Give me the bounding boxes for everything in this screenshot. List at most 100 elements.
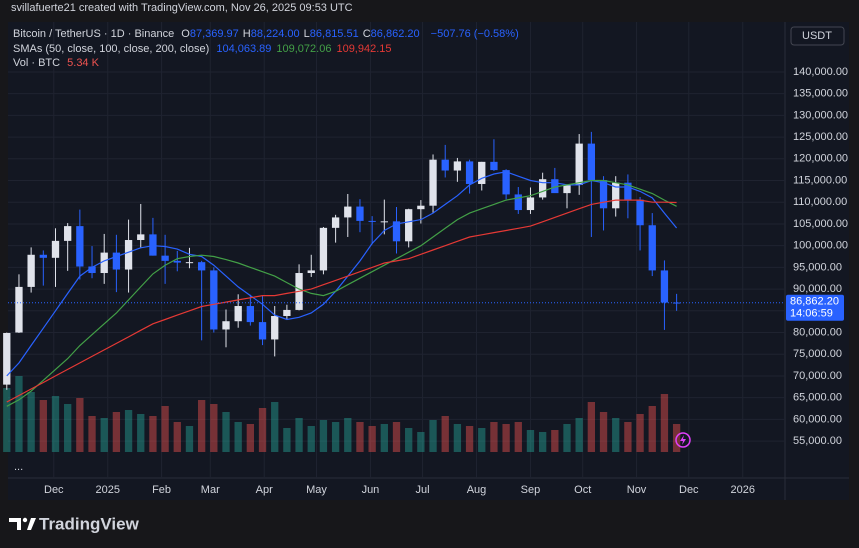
x-tick-label: May	[306, 484, 327, 496]
volume-line: Vol · BTC 5.34 K	[13, 57, 103, 69]
sma-line	[6, 199, 677, 403]
candle-body	[672, 302, 681, 304]
price-tag-countdown: 14:06:59	[790, 308, 833, 320]
candle-body	[271, 316, 279, 340]
candle-body	[234, 306, 242, 322]
volume-bar	[344, 418, 352, 452]
ohlc-key: C	[362, 28, 371, 40]
y-tick-label: 60,000.00	[793, 413, 842, 425]
volume-bar	[563, 424, 571, 452]
y-tick-label: 105,000.00	[793, 218, 848, 230]
candle-body	[27, 254, 35, 287]
candle-body	[441, 159, 449, 171]
sma-value: 104,063.89	[216, 43, 272, 55]
candle-body	[210, 270, 218, 330]
ohlc-value: 88,224.00	[250, 28, 300, 40]
logo-icon	[9, 517, 36, 530]
x-tick-label: 2026	[730, 484, 754, 496]
candle-body	[15, 286, 23, 333]
currency-box[interactable]	[790, 26, 845, 46]
volume-bar	[137, 414, 145, 452]
volume-bar	[319, 420, 328, 452]
x-tick-label: Mar	[201, 484, 220, 496]
volume-bar	[538, 432, 547, 452]
volume-bar	[648, 406, 656, 452]
candle-body	[575, 143, 583, 185]
collapse[interactable]: ...	[14, 461, 23, 473]
candle-body	[76, 226, 84, 267]
candle-body	[124, 240, 133, 270]
y-tick-label: 135,000.00	[793, 88, 848, 100]
volume-bar	[380, 424, 388, 452]
sma-value: 109,072.06	[276, 43, 332, 55]
y-tick-label: 70,000.00	[793, 370, 842, 382]
chart-pane	[8, 22, 849, 500]
volume-bar	[210, 404, 218, 452]
volume-bar	[405, 428, 413, 452]
y-tick-label: 75,000.00	[793, 348, 842, 360]
candle-body	[161, 255, 169, 261]
volume-bar	[234, 422, 242, 452]
candle-body	[283, 309, 291, 317]
candle-body	[551, 179, 559, 194]
candle-body	[599, 180, 608, 209]
x-tick-label: Dec	[679, 484, 699, 496]
sma-line	[6, 179, 677, 407]
volume-bar	[624, 422, 632, 452]
flash-icon[interactable]	[675, 432, 691, 448]
y-tick-label: 90,000.00	[793, 283, 842, 295]
volume-label: Vol · BTC	[13, 57, 61, 69]
y-tick-label: 130,000.00	[793, 109, 848, 121]
volume-bar	[514, 422, 522, 452]
candle-body	[636, 199, 644, 226]
axes: 55,000.00 60,000.00 65,000.00 70,000.00 75,0…	[44, 66, 848, 496]
x-tick-label: Nov	[627, 484, 647, 496]
volume-bar	[587, 402, 596, 452]
volume-bar	[197, 400, 206, 452]
price-tag	[786, 294, 844, 321]
volume-bar	[39, 400, 47, 452]
candle-body	[417, 205, 425, 210]
ohlc-values: O87,369.97 H88,224.00 L86,815.51 C86,862.20	[181, 28, 423, 40]
candle-body	[490, 161, 498, 171]
candle-body	[514, 194, 522, 211]
x-tick-label: Apr	[256, 484, 273, 496]
symbol: Bitcoin / TetherUS · 1D · Binance	[13, 28, 175, 40]
ohlc-value: 86,862.20	[370, 28, 420, 40]
candle-body	[478, 161, 486, 184]
candle-body	[100, 252, 108, 274]
candle-body	[331, 217, 340, 228]
volume-bar	[185, 426, 194, 452]
candle-body	[380, 221, 388, 223]
volume-bar	[660, 394, 669, 452]
volume-bar	[271, 402, 279, 452]
volume-bar	[222, 412, 230, 452]
x-tick-label: Dec	[44, 484, 64, 496]
volume-bar	[441, 416, 449, 452]
volume-bar	[173, 422, 181, 452]
logo-text: TradingView	[39, 514, 140, 533]
volume-pane	[3, 376, 681, 452]
volume-bar	[356, 422, 364, 452]
x-tick-label: Jun	[362, 484, 380, 496]
volume-bar	[88, 416, 96, 452]
credit: svillafuerte21 created with TradingView.…	[11, 2, 353, 14]
candle-body	[526, 197, 535, 211]
logo-shape	[27, 518, 36, 530]
volume-bar	[526, 430, 535, 452]
price-tag-label: 86,862.20	[790, 296, 839, 308]
currency[interactable]: USDT	[802, 30, 832, 42]
change: −507.76 (−0.58%)	[430, 28, 519, 40]
y-tick-label: 80,000.00	[793, 326, 842, 338]
sma-value: 109,942.15	[336, 43, 392, 55]
volume-bar	[392, 422, 401, 452]
candle-body	[344, 206, 352, 218]
candle-body	[222, 321, 230, 330]
volume-bar	[161, 406, 169, 452]
candle-body	[137, 234, 145, 241]
volume-bar	[599, 412, 608, 452]
ohlc-value: 87,369.97	[189, 28, 239, 40]
y-tick-label: 65,000.00	[793, 392, 842, 404]
volume-bar	[417, 432, 425, 452]
